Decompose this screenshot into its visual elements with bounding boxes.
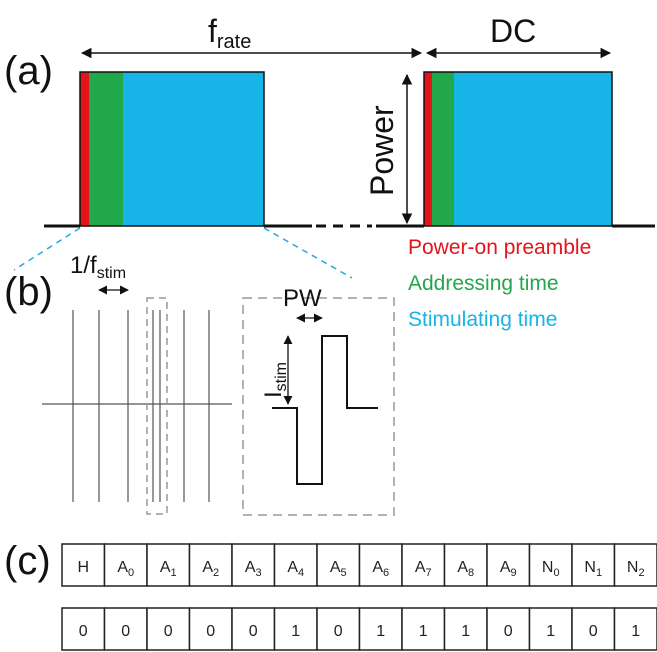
- fstim-label: 1/fstim: [70, 252, 126, 282]
- addressing-segment: [89, 72, 123, 226]
- packet-bit-value: 0: [504, 623, 513, 640]
- pulse-outline: [423, 71, 613, 227]
- packet-cell: [273, 607, 318, 651]
- packet-cell: [528, 543, 573, 587]
- packet-bit-value: 0: [589, 623, 598, 640]
- bits-row: 0 0 0 0 0 1 0 1 1 1 0 1 0 1: [61, 607, 657, 651]
- packet-cell: [613, 543, 657, 587]
- packet-cell: [316, 543, 361, 587]
- legend-stimulating: Stimulating time: [408, 308, 557, 331]
- packet-header-label: N2: [627, 559, 645, 579]
- packet-header-label: A1: [160, 559, 177, 579]
- packet-bit-value: 1: [376, 623, 385, 640]
- panel-label-b: (b): [4, 270, 53, 314]
- packet-cell: [571, 607, 616, 651]
- panel-label-a: (a): [4, 49, 53, 93]
- packet-header-label: A7: [415, 559, 432, 579]
- packet-table: H A0 A1 A2 A3 A4 A5 A6 A7 A8 A9 N0 N1 N20 0 0 0 0 1 0 1 1 1 0 1 0…: [61, 543, 657, 651]
- header-row: H A0 A1 A2 A3 A4 A5 A6 A7 A8 A9 N0 N1 N2: [61, 543, 657, 587]
- biphasic-waveform: [272, 335, 378, 485]
- packet-cell: [188, 543, 233, 587]
- packet-header-label: N0: [542, 559, 560, 579]
- packet-header-label: A6: [372, 559, 389, 579]
- packet-bit-value: 0: [206, 623, 215, 640]
- packet-bit-value: 1: [419, 623, 428, 640]
- packet-cell: [358, 607, 403, 651]
- packet-header-label: A8: [457, 559, 474, 579]
- packet-header-label: H: [77, 559, 89, 576]
- packet-bit-value: 0: [79, 623, 88, 640]
- packet-bit-value: 1: [461, 623, 470, 640]
- packet-bit-value: 0: [249, 623, 258, 640]
- packet-cell: [146, 543, 191, 587]
- pulse-outline: [79, 71, 265, 227]
- legend-preamble: Power-on preamble: [408, 236, 591, 259]
- packet-bit-value: 0: [121, 623, 130, 640]
- packet-header-label: A5: [330, 559, 347, 579]
- preamble-segment: [80, 72, 89, 226]
- packet-cell: [316, 607, 361, 651]
- packet-cell: [613, 607, 657, 651]
- stimulating-segment: [454, 72, 612, 226]
- packet-cell: [571, 543, 616, 587]
- packet-cell: [146, 607, 191, 651]
- packet-bit-value: 0: [334, 623, 343, 640]
- pulse-2: [423, 71, 613, 227]
- packet-header-label: A3: [245, 559, 262, 579]
- packet-header-label: A4: [287, 559, 304, 579]
- packet-cell: [188, 607, 233, 651]
- packet-bit-value: 0: [164, 623, 173, 640]
- packet-cell: [231, 543, 276, 587]
- istim-label: Istim: [260, 362, 290, 398]
- frate-label: frate: [208, 13, 251, 53]
- pulse-1: [79, 71, 265, 227]
- packet-cell: [486, 607, 531, 651]
- zoom-detail-box: [242, 297, 395, 516]
- pw-label: PW: [283, 285, 322, 312]
- packet-cell: [103, 607, 148, 651]
- packet-cell: [61, 543, 106, 587]
- packet-header-label: A9: [500, 559, 517, 579]
- stimulus-train: [42, 310, 232, 502]
- packet-bit-value: 1: [291, 623, 300, 640]
- packet-cell: [486, 543, 531, 587]
- stimulating-segment: [123, 72, 264, 226]
- packet-bit-value: 1: [546, 623, 555, 640]
- packet-header-label: N1: [584, 559, 602, 579]
- preamble-segment: [424, 72, 432, 226]
- packet-cell: [401, 543, 446, 587]
- packet-cell: [273, 543, 318, 587]
- legend-addressing: Addressing time: [408, 272, 559, 295]
- packet-header-label: A2: [202, 559, 219, 579]
- addressing-segment: [432, 72, 454, 226]
- zoom-selection-box: [146, 297, 168, 515]
- zoom-link-left: [13, 227, 81, 271]
- packet-header-label: A0: [117, 559, 134, 579]
- zoom-link-right: [263, 227, 353, 279]
- dc-label: DC: [490, 13, 536, 49]
- packet-bit-value: 1: [631, 623, 640, 640]
- panel-label-c: (c): [4, 539, 51, 583]
- power-label: Power: [364, 105, 400, 196]
